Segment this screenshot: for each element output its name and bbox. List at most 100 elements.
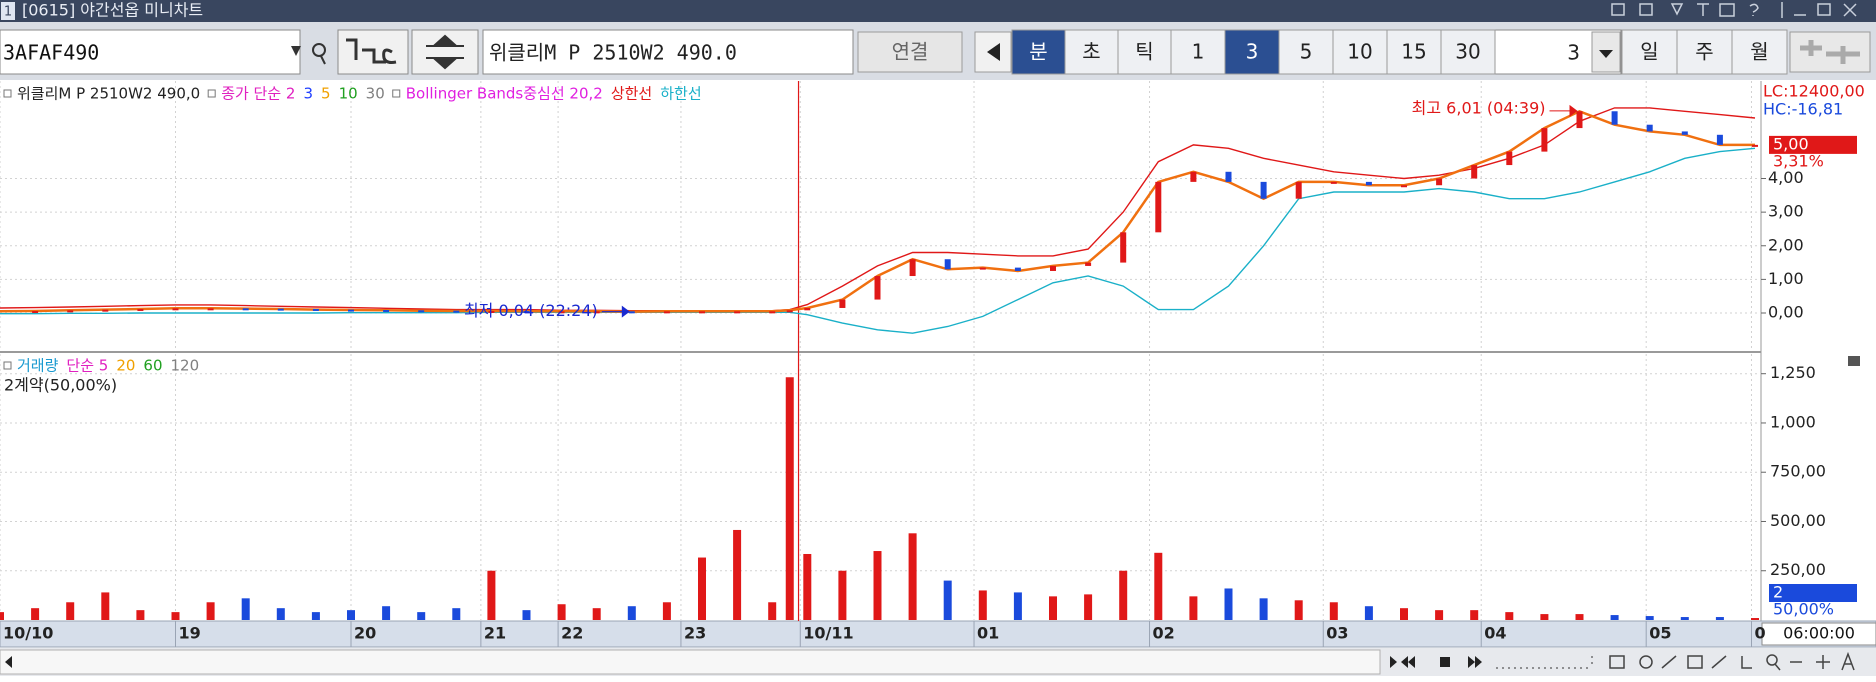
window-icon[interactable] xyxy=(1611,3,1625,16)
annotation-label: 최저 0,04 (22:24) xyxy=(464,301,598,320)
volume-bar xyxy=(101,592,110,620)
volume-bar xyxy=(785,377,794,620)
window-title: [0615] 야간선옵 미니차트 xyxy=(22,1,203,20)
grid-icon[interactable] xyxy=(1719,3,1735,17)
legend-label: 상한선 xyxy=(611,85,652,103)
link-button[interactable] xyxy=(337,29,409,75)
candle xyxy=(558,311,565,314)
y-tick-label: 0,00 xyxy=(1768,303,1804,322)
connect-button[interactable] xyxy=(857,31,963,73)
x-tick-label: 04 xyxy=(1484,624,1506,643)
code-input[interactable] xyxy=(0,29,301,75)
volume-bar xyxy=(1470,610,1479,620)
toolbar-button-label: 5 xyxy=(1300,40,1313,64)
pin-icon[interactable] xyxy=(1670,3,1684,16)
y-tick-label: 1,250 xyxy=(1770,363,1816,382)
toolbar-button-label: 초 xyxy=(1082,40,1100,64)
toolbar-button-label: 15 xyxy=(1401,40,1426,64)
maximize-icon[interactable] xyxy=(1817,3,1831,16)
bottom-tools[interactable] xyxy=(1609,651,1855,671)
y-tick-label: 500,00 xyxy=(1770,511,1826,530)
candle xyxy=(979,267,986,270)
candle xyxy=(172,308,179,311)
y-tick-label: 1,000 xyxy=(1770,412,1816,431)
link-icon xyxy=(346,38,397,64)
candle xyxy=(909,259,916,277)
volume-bar xyxy=(627,606,636,620)
toolbar-button-label: 일 xyxy=(1640,40,1658,64)
candle xyxy=(523,310,530,313)
candle xyxy=(699,311,705,314)
name-text: 위클리M P 2510W2 490.0 xyxy=(489,41,737,65)
close-icon[interactable] xyxy=(1843,3,1857,17)
volume-bar xyxy=(171,612,180,620)
hc-label: HC:-16,81 xyxy=(1763,100,1843,119)
legend-label: 거래량 xyxy=(17,357,59,375)
legend-label: 20 xyxy=(116,357,135,375)
zoom-slider[interactable] xyxy=(1496,656,1593,669)
x-tick-label: 20 xyxy=(354,624,376,643)
volume-bar xyxy=(1224,588,1233,620)
candle xyxy=(418,310,425,313)
help-icon[interactable] xyxy=(1749,3,1759,16)
candle xyxy=(1401,185,1407,188)
volume-bar xyxy=(276,608,285,620)
candle xyxy=(593,311,600,314)
last-price-box xyxy=(1769,135,1857,154)
volume-bar xyxy=(1715,617,1724,620)
volume-bar xyxy=(452,608,461,620)
panel-menu[interactable] xyxy=(1848,356,1860,366)
toolbar-button[interactable] xyxy=(1440,29,1496,75)
toolbar-button-label: 월 xyxy=(1750,40,1768,64)
candle xyxy=(663,311,670,314)
volume-bar xyxy=(241,598,250,620)
volume-bar xyxy=(0,612,4,620)
x-tick-label: 21 xyxy=(484,624,506,643)
code-dropdown[interactable] xyxy=(291,46,301,56)
legend-bullet xyxy=(3,89,12,98)
annotation-arrowhead xyxy=(621,305,630,318)
candle xyxy=(277,308,284,311)
toolbar-button-label: 주 xyxy=(1695,40,1713,64)
toolbar-button[interactable] xyxy=(1676,29,1733,75)
legend-label: Bollinger Bands중심선 20,2 xyxy=(406,85,603,103)
sync-icon xyxy=(426,34,464,70)
time-box xyxy=(1761,622,1876,646)
toolbar-button[interactable] xyxy=(1064,29,1119,75)
toolbar-button[interactable] xyxy=(1332,29,1388,75)
candle xyxy=(383,309,390,312)
volume-panel xyxy=(0,352,1876,621)
text-icon[interactable] xyxy=(1697,3,1709,16)
volume-bar xyxy=(1294,600,1303,620)
candle xyxy=(1716,134,1723,145)
scroll-track[interactable] xyxy=(0,649,1381,675)
change-label: 3,31% xyxy=(1773,151,1824,170)
toolbar-button[interactable] xyxy=(1011,29,1066,75)
legend-label: 10 xyxy=(339,85,358,103)
volume-bar xyxy=(1751,618,1759,620)
search-button[interactable] xyxy=(312,43,326,65)
candle xyxy=(1155,181,1162,233)
window-controls[interactable] xyxy=(1611,2,1857,18)
toolbar-button[interactable] xyxy=(1621,29,1678,75)
toolbar-button[interactable] xyxy=(1731,29,1788,75)
candle xyxy=(734,311,741,314)
last-volume-box xyxy=(1769,584,1857,602)
playback-controls[interactable] xyxy=(1401,656,1482,668)
window-icon[interactable] xyxy=(1639,3,1653,16)
time-label: 06:00:00 xyxy=(1783,624,1855,643)
candle xyxy=(1646,124,1653,132)
toolbar-button-label: 3 xyxy=(1246,40,1259,64)
name-field[interactable] xyxy=(482,29,854,75)
volume-bar xyxy=(1540,614,1549,620)
volume-bar xyxy=(1154,552,1163,620)
toolbar-button[interactable] xyxy=(1224,29,1280,75)
candle xyxy=(874,276,881,300)
y-tick-label: 1,00 xyxy=(1768,269,1804,288)
y-tick-label: 3,00 xyxy=(1768,202,1804,221)
volume-bar xyxy=(522,610,531,620)
contract-label: 2계약(50,00%) xyxy=(4,376,117,395)
legend-label: 종가 단순 2 xyxy=(221,85,295,103)
volume-bar xyxy=(31,608,40,620)
toolbar-button[interactable] xyxy=(1278,29,1334,75)
